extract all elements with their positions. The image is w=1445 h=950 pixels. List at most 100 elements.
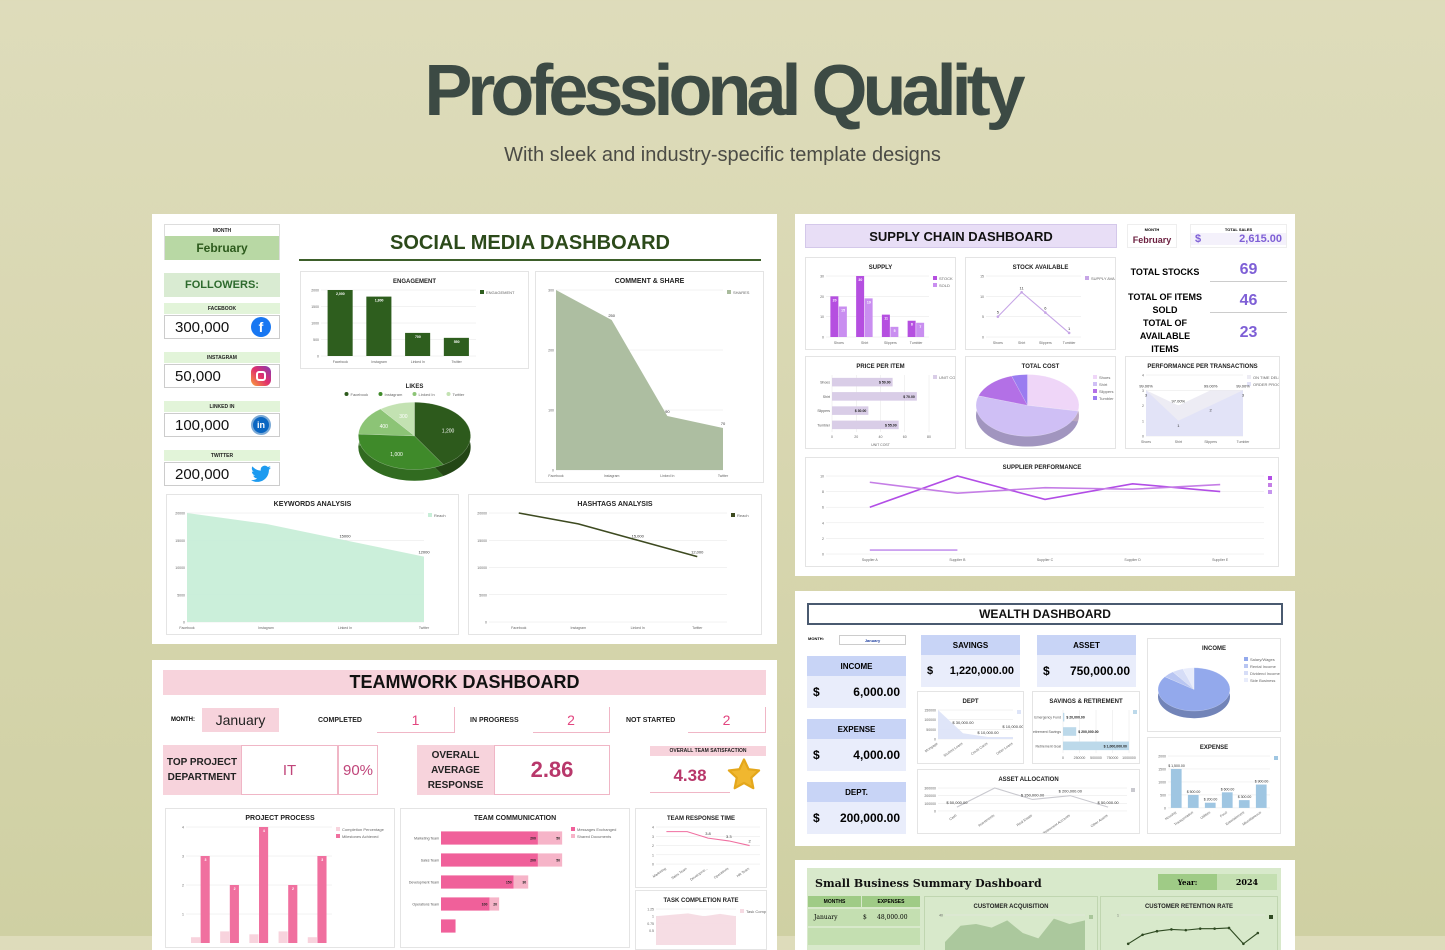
y-tick-label: 1	[1142, 419, 1144, 423]
bar-data-label: $ 1,500.00	[1168, 764, 1185, 768]
y-category-label: Development Team	[409, 881, 439, 885]
bar	[838, 306, 847, 337]
x-tick-label: Twitter	[451, 360, 462, 364]
y-tick-label: 0	[183, 621, 185, 625]
bar	[278, 931, 288, 943]
chart-title: CUSTOMER ACQUISITION	[973, 904, 1048, 910]
chart-title: ASSET ALLOCATION	[998, 777, 1058, 783]
legend-label: Tumbler	[1099, 396, 1114, 401]
bar	[1221, 792, 1233, 808]
y-tick-label: 0.5	[649, 929, 654, 933]
x-tick-label: Linked In	[411, 360, 425, 364]
data-point	[1198, 927, 1202, 930]
bar-data-label: 7	[919, 325, 921, 329]
linkedin-followers: 100,000 in	[164, 413, 280, 437]
legend-swatch	[480, 290, 484, 294]
month-value[interactable]: February	[1132, 235, 1172, 245]
savings-row: $1,220,000.00	[921, 655, 1020, 687]
x-tick-label: Transportation	[1173, 810, 1194, 826]
legend-swatch	[344, 392, 349, 396]
x-tick-label: Cash	[948, 813, 957, 821]
supplier-performance-chart: SUPPLIER PERFORMANCE 0 2 4 6 8 10 Supplier A Sup…	[805, 457, 1279, 567]
year-label: Year:	[1158, 874, 1217, 890]
x-tick-label: Shirt	[1018, 341, 1025, 345]
data-point	[1067, 331, 1071, 335]
star-icon	[726, 758, 762, 792]
bar-data-label: 15	[841, 309, 845, 313]
year-value[interactable]: 2024	[1217, 874, 1277, 890]
y-tick-label: 10	[820, 315, 824, 319]
legend-swatch	[1089, 915, 1093, 919]
x-tick-label: Twitter	[419, 626, 430, 630]
data-label: $ 10,000.00	[1002, 724, 1023, 729]
dept-row: $200,000.00	[807, 802, 906, 834]
x-tick-label: Linked In	[338, 626, 352, 630]
legend-label: Rental Income	[1250, 664, 1277, 669]
legend-swatch	[1244, 664, 1248, 668]
savings-value: 1,220,000.00	[949, 665, 1014, 677]
chart-svg: PROJECT PROCESS Completion Percentage Mile…	[182, 815, 385, 943]
y-tick-label: 3	[1142, 389, 1144, 393]
chart-title: HASHTAGS ANALYSIS	[577, 501, 653, 508]
y-category-label: Slippers	[817, 409, 830, 413]
y-tick-label: 0	[934, 737, 936, 741]
facebook-icon: f	[251, 317, 271, 337]
bar	[1170, 768, 1182, 808]
legend-label: Reach	[737, 513, 749, 518]
row-currency: $	[863, 914, 867, 921]
month-value[interactable]: February	[165, 236, 279, 260]
bar	[1187, 794, 1199, 808]
x-tick-label: Shirt	[1175, 440, 1182, 444]
x-tick-label: Twitter	[692, 626, 703, 630]
bar	[537, 853, 563, 867]
satisfaction-value: 4.38	[650, 759, 730, 793]
expense-currency: $	[813, 748, 820, 762]
total-sales-value: 2,615.00	[1239, 233, 1282, 245]
data-label: 99.00%	[1236, 383, 1250, 388]
legend-swatch	[412, 392, 417, 396]
x-tick-label: Linked In	[660, 474, 674, 478]
instagram-icon	[251, 366, 271, 386]
data-point	[1126, 942, 1130, 946]
data-label: $ 10,000.00	[977, 730, 999, 735]
bar-data-label: 30	[522, 881, 526, 885]
bar-data-label: 550	[454, 340, 460, 344]
y-tick-label: 4	[822, 521, 824, 525]
pie-slice	[1182, 667, 1195, 690]
asset-row: $750,000.00	[1037, 655, 1136, 687]
legend-label: Shared Documents	[577, 834, 611, 839]
pie-data-label: 300	[399, 414, 408, 420]
x-tick-label: Real Estate	[1016, 813, 1033, 827]
legend-label: ORDER PROCESSING TIME	[1253, 382, 1279, 387]
y-tick-label: 15000	[477, 539, 487, 543]
instagram-label: INSTAGRAM	[164, 352, 280, 363]
engagement-chart: ENGAGEMENT ENGAGEMENT 0 500 1000 1500 2000 Face…	[300, 271, 529, 369]
y-tick-label: 0	[552, 469, 554, 473]
chart-title: LIKES	[406, 384, 424, 390]
month-value[interactable]: January	[202, 708, 279, 732]
supply-chain-dashboard: SUPPLY CHAIN DASHBOARD MONTH February TO…	[795, 214, 1295, 576]
area-fill	[945, 918, 1085, 950]
legend-swatch	[1247, 382, 1251, 386]
month-value[interactable]: January	[839, 635, 906, 645]
bar	[832, 377, 893, 387]
hashtags-analysis-chart: HASHTAGS ANALYSIS Reach 0 5000 10000 15000 200…	[468, 494, 762, 635]
x-tick-label: Mortgage	[924, 742, 938, 754]
y-tick-label: 0	[652, 863, 654, 867]
title-divider	[299, 259, 761, 261]
y-tick-label: 1	[652, 853, 654, 857]
legend-swatch	[336, 834, 340, 838]
x-tick-label: Credit Cards	[970, 741, 989, 756]
income-value: 6,000.00	[853, 685, 900, 699]
data-label: $ 50,000.00	[946, 800, 968, 805]
bar-data-label: 1,800	[375, 299, 384, 303]
x-tick-label: Miscellaneous	[1242, 810, 1263, 826]
y-tick-label: 2000	[1158, 755, 1166, 759]
y-tick-label: 100	[548, 409, 554, 413]
chart-title: CUSTOMER RETENTION RATE	[1145, 904, 1233, 910]
y-tick-label: 150000	[924, 709, 936, 713]
col-expenses: EXPENSES	[862, 896, 920, 907]
legend-swatch	[933, 375, 937, 379]
legend-swatch	[1085, 276, 1089, 280]
